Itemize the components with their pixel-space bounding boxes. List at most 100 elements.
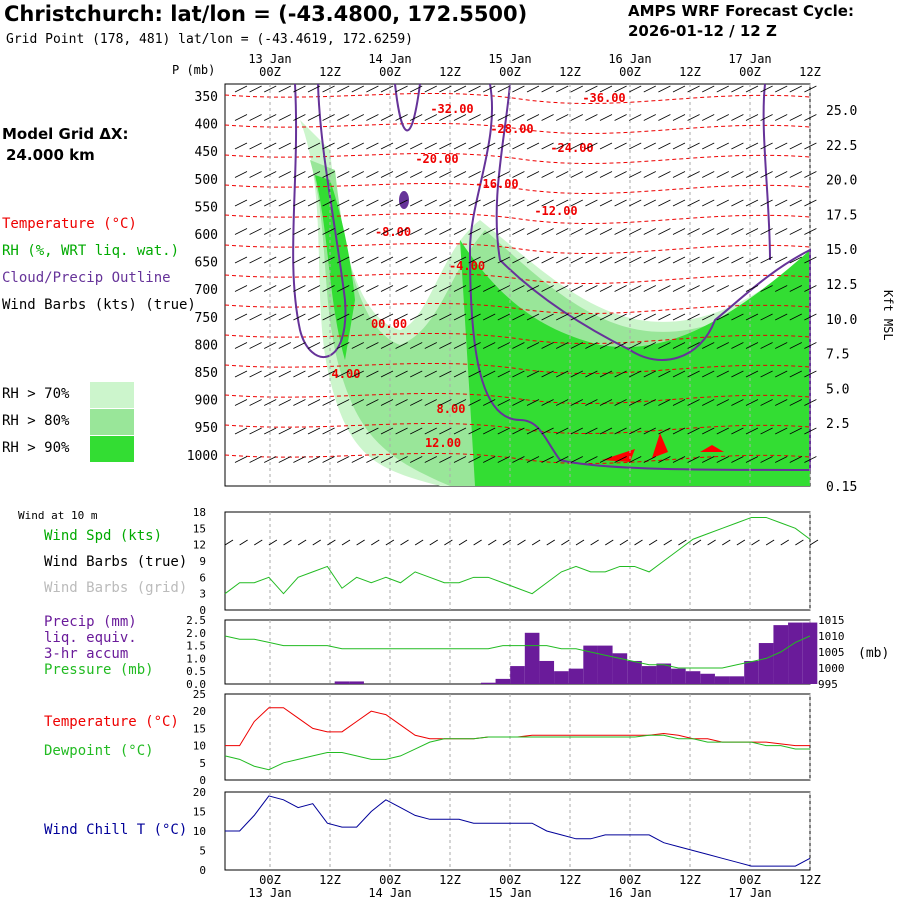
precip-marker <box>602 449 635 462</box>
wind-barb <box>775 256 788 264</box>
time-tick-bottom: 12Z <box>679 873 701 887</box>
wind-barb <box>789 456 802 463</box>
wind-barb <box>745 142 759 150</box>
wind-barb <box>264 199 277 207</box>
pressure-tick-label: 650 <box>195 256 218 271</box>
wind-barb <box>775 171 788 178</box>
chill-frame <box>224 791 811 871</box>
pressure-tick-label: 700 <box>195 283 218 298</box>
wind-barb <box>716 256 729 264</box>
wind-barb <box>760 456 773 463</box>
date-label-bottom: 17 Jan <box>728 886 771 900</box>
temp-tick-label: 10 <box>193 740 206 753</box>
date-label-top: 16 Jan <box>608 52 651 66</box>
chill-tick-label: 10 <box>193 825 206 838</box>
wind-barb-10m <box>648 539 658 546</box>
isotherm-label: -12.00 <box>534 204 577 218</box>
wind-barb <box>775 370 788 378</box>
wind-barb <box>526 342 540 349</box>
wind-barb <box>468 342 481 349</box>
wind-barb <box>658 256 671 264</box>
wind-barb <box>541 370 554 378</box>
pressure-tick-label: 1015 <box>818 614 845 627</box>
wind-barb <box>526 256 540 264</box>
temp-tick-label: 15 <box>193 722 206 735</box>
wind-barb <box>424 199 437 207</box>
wind-barb <box>643 85 656 93</box>
wind-barb <box>366 199 379 207</box>
precip-bar <box>554 671 569 684</box>
precip-bar <box>729 676 745 684</box>
wind-barb-10m <box>722 539 731 546</box>
precip-tick-label: 1.5 <box>186 640 206 653</box>
temperature-panel: 0 5 10 15 20 25 <box>193 688 811 787</box>
wind-barb <box>512 171 525 178</box>
wind-barb-10m <box>312 539 321 546</box>
wind-barb <box>322 456 335 463</box>
wind-tick-label: 3 <box>199 588 206 601</box>
wind-tick-label: 0 <box>199 604 206 617</box>
wind-barb <box>424 342 437 349</box>
wind-barb <box>731 199 744 207</box>
wind-barb-10m <box>531 539 541 546</box>
precip-bar <box>612 653 628 684</box>
time-tick-bottom: 00Z <box>379 873 401 887</box>
wind-barb <box>745 85 759 93</box>
wind-barb-10m <box>473 539 482 546</box>
pressure-label: Pressure (mb) <box>44 662 154 678</box>
wind-barb <box>541 228 554 235</box>
wind-barb <box>424 399 437 406</box>
wind-barb <box>570 142 583 150</box>
wind-barb <box>322 427 335 435</box>
chart-title: Christchurch: lat/lon = (-43.4800, 172.5… <box>4 2 528 26</box>
wind-barb-10m <box>341 539 351 546</box>
wind-barb <box>745 114 759 121</box>
wind-barb <box>366 228 379 235</box>
wind-barb <box>278 171 291 178</box>
wind-barb <box>410 171 423 178</box>
cloud-outline <box>762 83 771 261</box>
height-tick-label: 20.0 <box>826 174 857 189</box>
wind-barb <box>775 342 788 349</box>
wind-barb <box>497 456 510 463</box>
wind-barb <box>599 199 613 207</box>
wind-barb <box>512 399 525 406</box>
wind-barb <box>395 370 408 378</box>
wind-barb <box>468 142 481 150</box>
wind-barb <box>702 285 715 292</box>
wind-barb <box>731 171 744 178</box>
legend-wind: Wind Barbs (kts) (true) <box>2 297 196 313</box>
wind-barb <box>804 114 817 121</box>
wind10m-title: Wind at 10 m <box>18 509 98 522</box>
wind-barb <box>424 256 437 264</box>
wind-barb <box>395 171 408 178</box>
wind-barb <box>366 313 379 321</box>
wind-barb <box>614 171 627 178</box>
wind-barb <box>322 256 335 264</box>
wind-barb <box>629 456 642 463</box>
wind-barb-10m <box>488 539 497 546</box>
wind-barb <box>512 427 525 435</box>
wind-barb <box>424 85 437 93</box>
wind-barb <box>526 370 540 378</box>
wind-barb <box>249 456 262 463</box>
wind-barb <box>453 228 467 235</box>
wind-barb <box>234 456 248 463</box>
wind-barb <box>716 142 729 150</box>
wind-barb <box>731 228 744 235</box>
wind-barb <box>643 171 656 178</box>
temp-tick-label: 20 <box>193 705 206 718</box>
wind-barb <box>585 199 598 207</box>
wind-tick-label: 9 <box>199 555 206 568</box>
precip-bar <box>758 643 774 684</box>
wind-barb <box>760 199 773 207</box>
wind-barb <box>512 285 525 292</box>
chill-tick-label: 5 <box>199 845 206 858</box>
wind-barb <box>249 228 262 235</box>
wind-barb <box>249 342 262 349</box>
wind-barb <box>672 370 686 378</box>
legend-rh: RH (%, WRT liq. wat.) <box>2 243 180 259</box>
pressure-tick-label: 850 <box>195 366 218 381</box>
wind-barb <box>614 456 627 463</box>
wind-barb <box>380 142 394 150</box>
